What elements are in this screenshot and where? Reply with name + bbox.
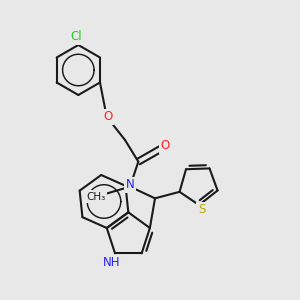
Text: O: O [103,110,112,123]
Text: NH: NH [103,256,120,269]
Text: S: S [198,203,206,217]
Text: N: N [126,178,134,191]
Text: Cl: Cl [71,30,82,43]
Text: CH₃: CH₃ [86,192,105,202]
Text: O: O [160,139,169,152]
